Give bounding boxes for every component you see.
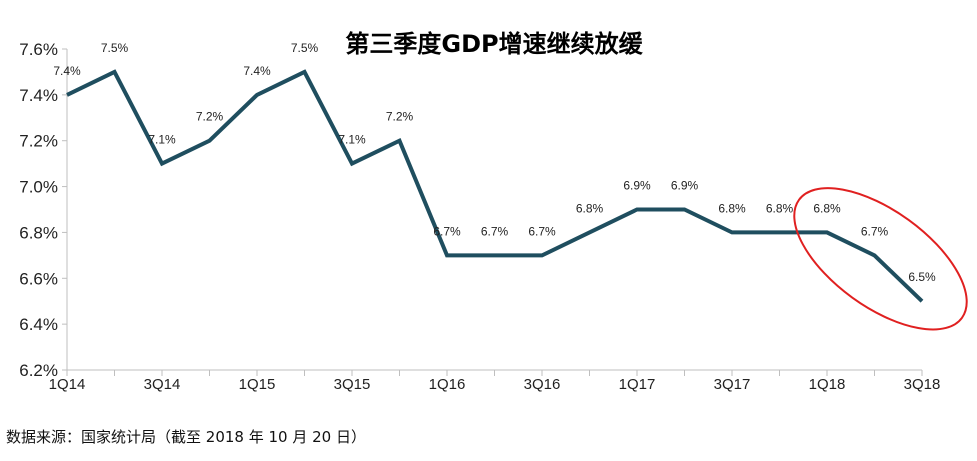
data-label: 7.1%: [338, 133, 366, 147]
y-tick-label: 7.4%: [19, 86, 58, 105]
highlight-ellipse: [793, 187, 968, 331]
data-label: 7.5%: [101, 41, 129, 55]
y-tick-label: 6.8%: [19, 223, 58, 242]
data-label: 6.8%: [813, 201, 841, 215]
data-label: 7.2%: [386, 110, 414, 124]
data-label: 7.4%: [243, 64, 271, 78]
x-tick-label: 1Q16: [429, 376, 466, 393]
data-label: 6.7%: [528, 224, 556, 238]
data-label: 6.8%: [718, 201, 746, 215]
data-label: 6.7%: [481, 224, 509, 238]
data-label: 7.4%: [53, 64, 81, 78]
data-label: 7.5%: [291, 41, 319, 55]
y-tick-label: 6.4%: [19, 315, 58, 334]
data-label: 7.1%: [148, 133, 176, 147]
y-tick-label: 7.0%: [19, 178, 58, 197]
tick-labels: 6.2% 6.4% 6.6% 6.8% 7.0% 7.2% 7.4% 7.6% 1Q14 3Q14…: [19, 40, 940, 393]
data-label: 6.7%: [861, 224, 889, 238]
x-tick-label: 3Q18: [904, 376, 941, 393]
gdp-line-chart: 第三季度GDP增速继续放缓 6.2%6.4%6.6%6.8%7.0%7.2%7.…: [19, 30, 968, 393]
axes: [62, 48, 923, 376]
x-tick-label: 3Q17: [714, 376, 751, 393]
y-tick-label: 6.2%: [19, 361, 58, 380]
x-tick-label: 1Q18: [809, 376, 846, 393]
x-tick-label: 1Q14: [49, 376, 86, 393]
x-tick-label: 1Q17: [619, 376, 656, 393]
y-tick-label: 6.6%: [19, 269, 58, 288]
x-tick-label: 1Q15: [239, 376, 276, 393]
x-tick-label: 3Q16: [524, 376, 561, 393]
y-tick-label: 7.2%: [19, 132, 58, 151]
x-tick-label: 3Q15: [334, 376, 371, 393]
data-label: 6.5%: [908, 270, 936, 284]
data-label: 6.8%: [766, 201, 794, 215]
data-label: 6.9%: [671, 179, 699, 193]
source-note: 数据来源：国家统计局（截至 2018 年 10 月 20 日）: [6, 428, 366, 446]
chart-title: 第三季度GDP增速继续放缓: [345, 30, 643, 58]
x-tick-label: 3Q14: [144, 376, 181, 393]
data-labels: 7.4% 7.5% 7.1% 7.2% 7.4% 7.5% 7.1% 7.2% 6.7% 6.7%…: [53, 41, 936, 284]
y-tick-label: 7.6%: [19, 40, 58, 59]
data-label: 6.9%: [623, 179, 651, 193]
data-label: 6.8%: [576, 201, 604, 215]
data-label: 6.7%: [433, 224, 461, 238]
data-label: 7.2%: [196, 110, 224, 124]
series-line: [66, 69, 924, 303]
